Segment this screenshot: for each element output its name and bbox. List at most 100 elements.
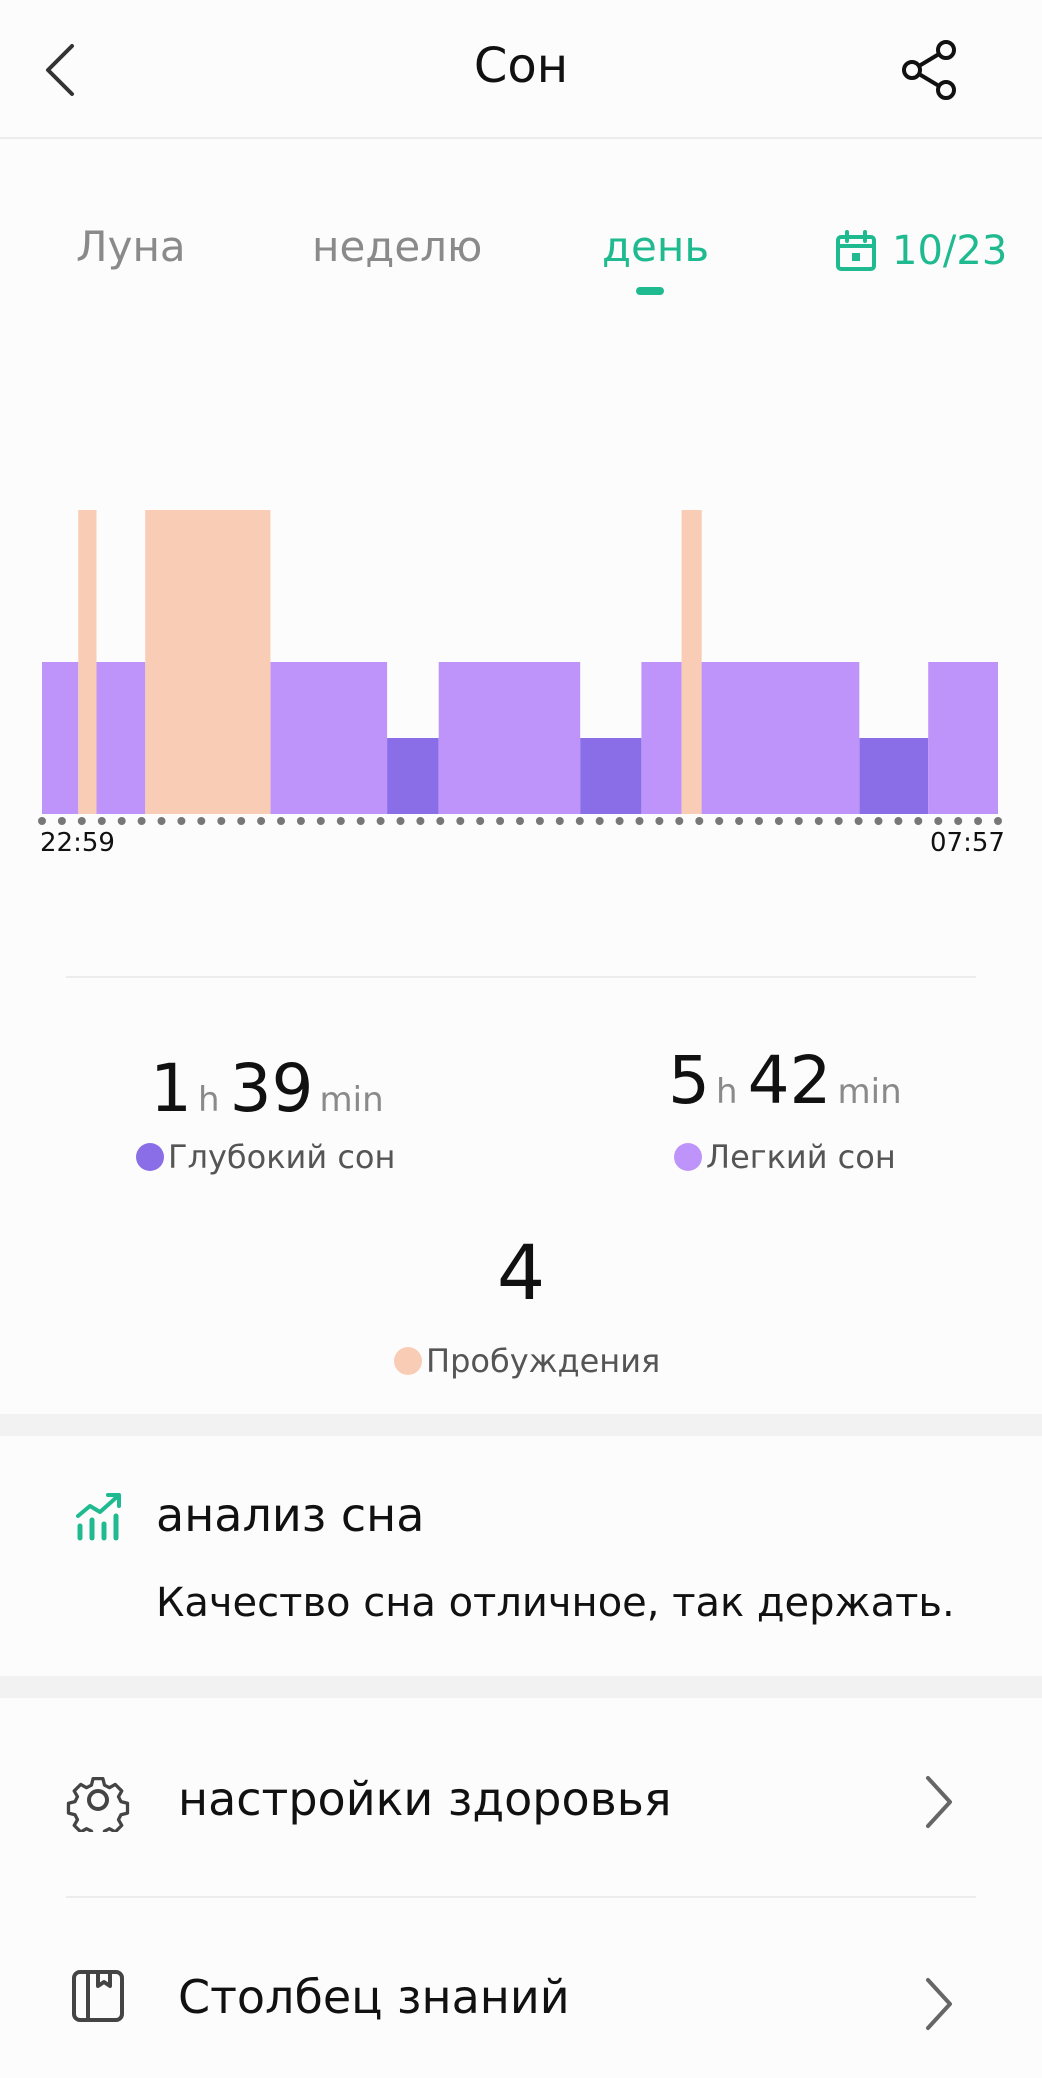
- divider: [66, 1896, 976, 1898]
- axis-dot: [117, 817, 126, 825]
- axis-dot: [615, 817, 624, 825]
- deep-sleep-segment: [859, 738, 929, 814]
- awake-sleep-segment: [681, 510, 702, 814]
- awake-label: Пробуждения: [426, 1342, 661, 1380]
- awake-legend: Пробуждения: [394, 1342, 660, 1380]
- axis-dot: [575, 817, 584, 825]
- light-sleep-duration: 5 h 42 min: [668, 1042, 902, 1119]
- section-separator: [0, 1414, 1042, 1436]
- active-tab-indicator: [636, 287, 664, 295]
- axis-dot: [595, 817, 604, 825]
- chevron-right-icon: [926, 1776, 952, 1828]
- top-bar: Сон: [0, 0, 1042, 139]
- axis-dot: [555, 817, 564, 825]
- tab-week[interactable]: неделю: [312, 222, 483, 271]
- axis-dot: [635, 817, 644, 825]
- axis-dot: [735, 817, 744, 825]
- axis-dot: [535, 817, 544, 825]
- axis-dot: [774, 817, 783, 825]
- gear-icon: [66, 1777, 130, 1832]
- health-settings-row[interactable]: настройки здоровья: [0, 1730, 1042, 1870]
- book-icon: [72, 1970, 124, 2022]
- axis-dot: [137, 817, 146, 825]
- light-sleep-segment: [701, 662, 860, 814]
- light-sleep-label: Легкий сон: [706, 1138, 896, 1176]
- axis-dot: [38, 817, 46, 825]
- x-axis-end-label: 07:57: [930, 828, 1005, 858]
- divider: [66, 976, 976, 978]
- axis-dot: [794, 817, 803, 825]
- sleep-stage-plot: [38, 510, 1002, 825]
- axis-dot: [237, 817, 246, 825]
- awake-dot: [394, 1347, 422, 1375]
- awake-sleep-segment: [78, 510, 97, 814]
- axis-dot: [954, 817, 963, 825]
- axis-dot: [277, 817, 285, 825]
- analysis-text: Качество сна отличное, так держать.: [156, 1580, 955, 1626]
- tab-day[interactable]: день: [602, 222, 710, 271]
- health-settings-label: настройки здоровья: [178, 1772, 672, 1826]
- x-axis-start-label: 22:59: [40, 828, 115, 858]
- calendar-icon: [836, 230, 876, 271]
- section-separator: [0, 1676, 1042, 1698]
- axis-dot: [396, 817, 405, 825]
- knowledge-label: Столбец знаний: [178, 1970, 570, 2024]
- axis-dot: [874, 817, 883, 825]
- share-icon[interactable]: [898, 38, 962, 102]
- light-sleep-dot: [674, 1143, 702, 1171]
- light-sleep-segment: [270, 662, 388, 814]
- tab-month[interactable]: Луна: [76, 222, 186, 271]
- chart-trend-icon: [76, 1493, 121, 1541]
- axis-dot: [715, 817, 724, 825]
- chevron-right-icon: [926, 1978, 952, 2030]
- axis-dot: [376, 817, 385, 825]
- deep-sleep-label: Глубокий сон: [168, 1138, 396, 1176]
- light-sleep-segment: [438, 662, 581, 814]
- axis-dot: [197, 817, 206, 825]
- axis-dot: [416, 817, 425, 825]
- axis-dot: [854, 817, 863, 825]
- axis-dot: [496, 817, 505, 825]
- deep-sleep-segment: [387, 738, 439, 814]
- light-sleep-segment: [96, 662, 146, 814]
- axis-dot: [974, 817, 983, 825]
- axis-dot: [476, 817, 485, 825]
- axis-dot: [296, 817, 305, 825]
- deep-sleep-duration: 1 h 39 min: [150, 1050, 384, 1127]
- sleep-stage-chart: 22:59 07:57: [0, 460, 1042, 880]
- period-tabs: Луна неделю день 10/23: [0, 222, 1042, 302]
- axis-dot: [336, 817, 345, 825]
- axis-dot: [755, 817, 763, 825]
- analysis-title: анализ сна: [156, 1488, 425, 1542]
- axis-dot: [456, 817, 465, 825]
- axis-dot: [356, 817, 365, 825]
- date-picker[interactable]: 10/23: [834, 226, 1007, 276]
- deep-sleep-dot: [136, 1143, 164, 1171]
- axis-dot: [77, 817, 86, 825]
- light-sleep-segment: [928, 662, 998, 814]
- axis-dot: [934, 817, 943, 825]
- axis-dot: [695, 817, 704, 825]
- awake-sleep-segment: [145, 510, 271, 814]
- axis-dot: [316, 817, 325, 825]
- axis-dot: [655, 817, 664, 825]
- light-sleep-segment: [42, 662, 79, 814]
- axis-dot: [97, 817, 106, 825]
- date-label: 10/23: [892, 228, 1008, 274]
- axis-dot: [675, 817, 684, 825]
- deep-sleep-segment: [580, 738, 642, 814]
- light-sleep-legend: Легкий сон: [674, 1138, 896, 1176]
- axis-dot: [994, 817, 1002, 825]
- axis-dot: [516, 817, 524, 825]
- axis-dot: [914, 817, 923, 825]
- axis-dot: [217, 817, 226, 825]
- awake-count: 4: [496, 1228, 546, 1317]
- back-chevron-icon[interactable]: [36, 40, 84, 100]
- knowledge-row[interactable]: Столбец знаний: [0, 1938, 1042, 2078]
- axis-dot: [814, 817, 823, 825]
- deep-sleep-legend: Глубокий сон: [136, 1138, 395, 1176]
- axis-dot: [257, 817, 266, 825]
- axis-dot: [894, 817, 903, 825]
- axis-dot: [157, 817, 166, 825]
- axis-dot: [834, 817, 843, 825]
